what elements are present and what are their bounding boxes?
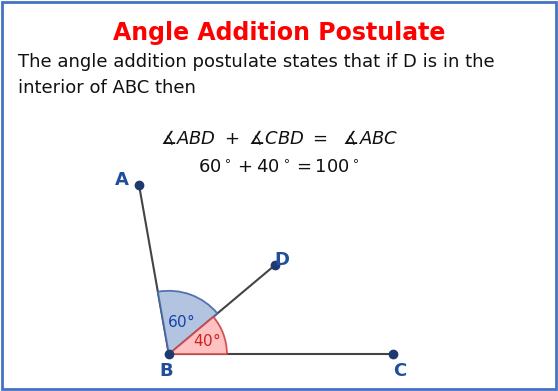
Text: $\measuredangle ABD\ +\ \measuredangle CBD\ =\ \ \measuredangle ABC$: $\measuredangle ABD\ +\ \measuredangle C… bbox=[160, 129, 398, 148]
Text: A: A bbox=[115, 171, 129, 189]
Text: B: B bbox=[160, 362, 173, 380]
Text: Angle Addition Postulate: Angle Addition Postulate bbox=[113, 21, 445, 45]
Text: C: C bbox=[393, 362, 406, 380]
Text: $60^\circ + 40^\circ = 100^\circ$: $60^\circ + 40^\circ = 100^\circ$ bbox=[198, 159, 360, 177]
Wedge shape bbox=[169, 317, 227, 354]
Text: $60°$: $60°$ bbox=[167, 314, 195, 330]
Text: The angle addition postulate states that if D is in the
interior of ABC then: The angle addition postulate states that… bbox=[18, 53, 494, 97]
Wedge shape bbox=[158, 291, 218, 354]
Text: $40°$: $40°$ bbox=[194, 332, 221, 349]
Text: D: D bbox=[274, 251, 289, 269]
